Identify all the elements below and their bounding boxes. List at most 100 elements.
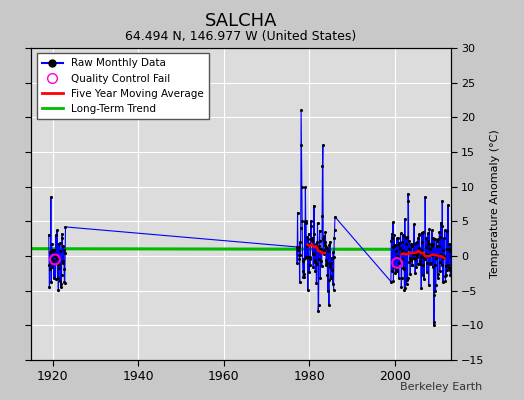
Point: [441, 227, 449, 234]
Point: [440, 254, 448, 260]
Point: [303, 234, 311, 240]
Point: [292, 244, 301, 250]
Point: [449, 256, 457, 262]
Point: [440, 235, 448, 242]
Point: [394, 242, 402, 248]
Point: [433, 270, 442, 277]
Point: [53, 256, 61, 262]
Point: [307, 222, 315, 229]
Point: [54, 260, 62, 267]
Text: Berkeley Earth: Berkeley Earth: [400, 382, 482, 392]
Point: [429, 264, 437, 270]
Point: [51, 251, 59, 258]
Point: [297, 107, 305, 114]
Point: [399, 247, 407, 253]
Point: [450, 275, 458, 281]
Point: [413, 239, 421, 245]
Point: [439, 247, 447, 253]
Point: [421, 244, 430, 250]
Point: [436, 220, 445, 226]
Point: [442, 228, 451, 234]
Point: [51, 253, 59, 260]
Point: [406, 254, 414, 261]
Point: [326, 273, 335, 279]
Point: [302, 218, 310, 224]
Point: [444, 265, 453, 271]
Point: [427, 240, 435, 247]
Point: [417, 284, 425, 291]
Point: [441, 273, 449, 280]
Point: [48, 246, 56, 253]
Point: [401, 216, 409, 222]
Point: [394, 254, 402, 260]
Point: [416, 260, 424, 267]
Point: [424, 230, 432, 236]
Point: [322, 257, 331, 263]
Point: [59, 243, 67, 250]
Point: [405, 237, 413, 244]
Point: [429, 241, 437, 247]
Point: [438, 197, 446, 204]
Point: [53, 227, 61, 233]
Point: [444, 262, 453, 268]
Point: [53, 275, 62, 281]
Point: [307, 236, 315, 242]
Point: [431, 236, 439, 242]
Point: [314, 246, 322, 252]
Point: [422, 234, 430, 241]
Point: [396, 246, 405, 253]
Point: [420, 254, 429, 261]
Point: [426, 260, 434, 267]
Point: [329, 249, 337, 256]
Point: [58, 235, 66, 241]
Point: [47, 194, 55, 200]
Point: [50, 275, 58, 282]
Point: [400, 266, 408, 272]
Point: [409, 251, 417, 257]
Point: [418, 239, 427, 245]
Point: [418, 229, 426, 236]
Point: [430, 319, 438, 325]
Point: [299, 274, 308, 280]
Point: [328, 255, 336, 262]
Point: [419, 272, 427, 278]
Point: [408, 261, 416, 268]
Point: [300, 256, 308, 262]
Point: [423, 240, 432, 247]
Point: [46, 249, 54, 256]
Point: [61, 250, 69, 256]
Point: [306, 256, 314, 262]
Point: [418, 251, 426, 258]
Point: [316, 238, 324, 244]
Point: [308, 250, 316, 256]
Point: [414, 234, 422, 241]
Point: [425, 226, 434, 232]
Point: [399, 264, 408, 271]
Point: [330, 287, 338, 293]
Point: [419, 262, 428, 268]
Point: [423, 252, 431, 258]
Point: [425, 245, 433, 251]
Point: [404, 190, 412, 197]
Point: [392, 248, 400, 254]
Point: [432, 238, 441, 245]
Point: [434, 275, 442, 281]
Point: [297, 224, 305, 231]
Point: [425, 250, 434, 257]
Point: [423, 269, 431, 275]
Point: [417, 246, 425, 253]
Point: [298, 218, 307, 224]
Point: [321, 229, 330, 236]
Point: [391, 270, 399, 276]
Point: [394, 235, 402, 241]
Point: [411, 270, 419, 276]
Point: [397, 284, 406, 290]
Point: [49, 248, 57, 254]
Point: [396, 245, 404, 251]
Point: [395, 260, 403, 266]
Point: [422, 260, 431, 266]
Point: [325, 242, 333, 248]
Point: [435, 268, 444, 274]
Point: [304, 231, 313, 237]
Point: [429, 235, 438, 242]
